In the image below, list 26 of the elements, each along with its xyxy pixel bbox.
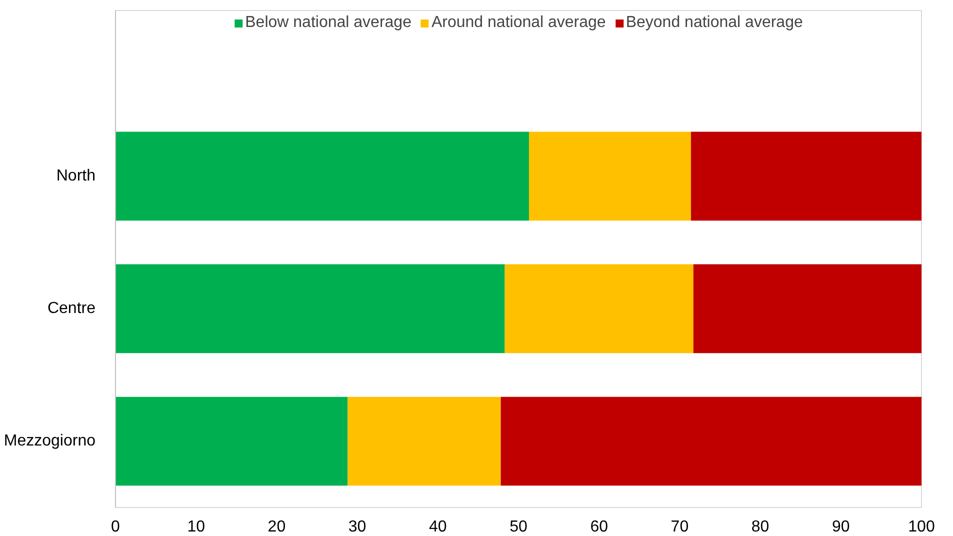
bar <box>116 264 505 354</box>
bar <box>504 264 694 354</box>
x-tick-label: 40 <box>429 518 447 536</box>
x-tick-label: 80 <box>751 518 770 536</box>
x-tick-label: 10 <box>187 518 206 536</box>
x-tick-label: 90 <box>832 518 850 536</box>
legend-label: Below national average <box>245 14 412 32</box>
x-tick-label: 30 <box>348 518 366 536</box>
y-tick-label: Mezzogiorno <box>4 432 96 450</box>
bar <box>116 396 348 486</box>
bar <box>116 132 529 221</box>
x-tick-label: 100 <box>908 518 935 536</box>
legend-label: Beyond national average <box>626 14 803 32</box>
y-tick-label: Centre <box>47 300 96 318</box>
legend-label: Around national average <box>431 14 606 32</box>
bar <box>693 264 922 354</box>
x-tick-label: 70 <box>670 518 689 536</box>
x-tick-label: 0 <box>111 518 120 536</box>
x-tick-label: 20 <box>268 518 286 536</box>
bar <box>690 132 922 221</box>
y-tick-label: North <box>56 168 96 185</box>
bar <box>528 132 691 221</box>
x-tick-label: 50 <box>510 518 528 536</box>
bar <box>500 396 922 486</box>
x-tick-label: 60 <box>590 518 608 536</box>
bar <box>348 396 501 486</box>
